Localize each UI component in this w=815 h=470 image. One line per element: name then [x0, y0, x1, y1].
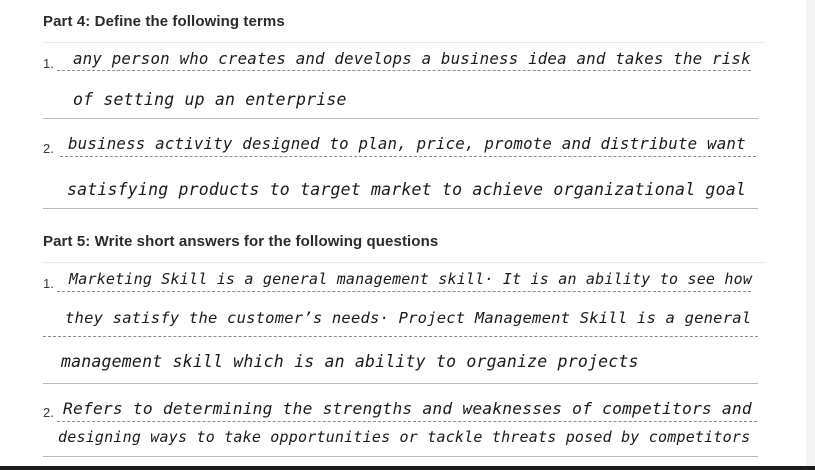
answer-rule [43, 336, 758, 337]
answer-rule [43, 118, 758, 119]
part4-heading: Part 4: Define the following terms [43, 13, 285, 30]
section-divider [43, 42, 765, 43]
part5-heading: Part 5: Write short answers for the foll… [43, 233, 439, 250]
answer-rule [57, 70, 751, 71]
answer-rule [57, 291, 751, 292]
part5-item2-answer-line2: designing ways to take opportunities or … [58, 428, 751, 446]
part5-item1-answer-line1: Marketing Skill is a general management … [69, 270, 753, 288]
part5-item2-answer-line1: Refers to determining the strengths and … [63, 399, 752, 418]
part4-item2-answer-line2: satisfying products to target market to … [67, 180, 746, 199]
answer-rule [43, 383, 758, 384]
answer-rule [43, 208, 758, 209]
answer-rule [57, 421, 757, 422]
part4-item1-number: 1. [43, 56, 54, 71]
part4-item1-answer-line2: of setting up an enterprise [73, 90, 347, 109]
answer-rule [60, 156, 756, 157]
page-edge [806, 0, 815, 470]
page-edge [0, 466, 815, 470]
part4-item1-answer-line1: any person who creates and develops a bu… [73, 49, 751, 68]
part5-item2-number: 2. [43, 405, 54, 420]
part5-item1-answer-line3: management skill which is an ability to … [61, 352, 639, 371]
part4-item2-answer-line1: business activity designed to plan, pric… [68, 134, 746, 153]
part5-item1-answer-line2: they satisfy the customer’s needs· Proje… [65, 309, 752, 327]
answer-rule [43, 456, 758, 457]
part4-item2-number: 2. [43, 141, 54, 156]
section-divider [43, 262, 765, 263]
part5-item1-number: 1. [43, 276, 54, 291]
